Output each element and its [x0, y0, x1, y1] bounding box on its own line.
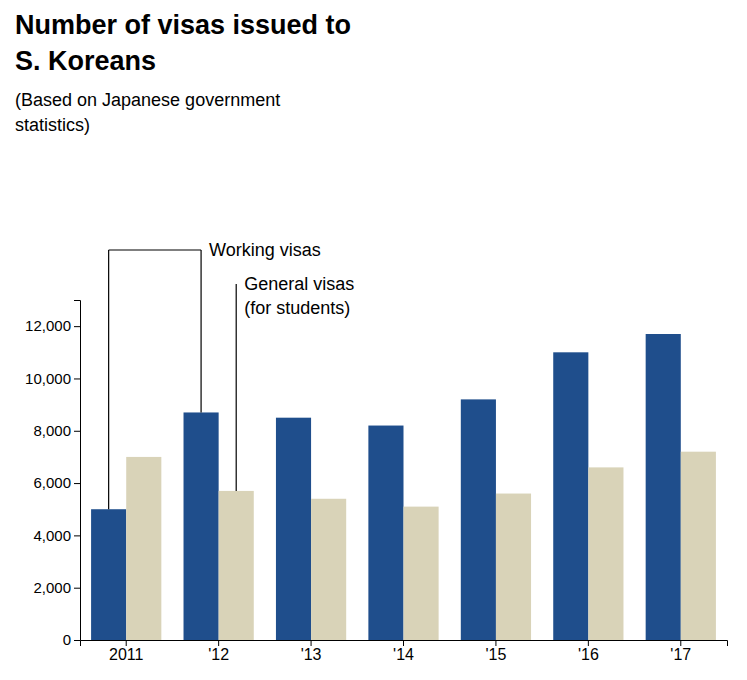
tick: 12,000: [25, 317, 80, 334]
bars: [91, 334, 716, 640]
bar-series: [126, 452, 716, 640]
plot: 2011 '12 '13 '14 '15 '16 '17 0 2,000 4,000 6,000 8,…: [25, 240, 727, 663]
bar: [91, 509, 126, 640]
tick-label: 6,000: [33, 474, 71, 491]
annotation-line: [109, 249, 201, 250]
tick: 4,000: [33, 527, 80, 544]
tick: '17: [670, 640, 691, 663]
bar: [219, 491, 254, 640]
bar: [646, 334, 681, 640]
title: Number of visas issued to: [15, 10, 351, 40]
tick-label: '15: [485, 646, 506, 663]
tick: 6,000: [33, 474, 80, 491]
tick-label: 2011: [109, 646, 144, 663]
tick-label: '12: [208, 646, 229, 663]
y-axis: 0 2,000 4,000 6,000 8,000 10,000 12,000: [25, 301, 80, 649]
tick: 0: [63, 631, 80, 648]
tick: 2,000: [33, 579, 80, 596]
tick-label: 12,000: [25, 317, 71, 334]
tick-mark: [588, 640, 589, 646]
annotation-line: [108, 250, 109, 509]
tick-mark: [74, 378, 80, 379]
axis-line: [74, 301, 81, 641]
tick-mark: [495, 640, 496, 646]
chart: Number of visas issued to S. Koreans (Base…: [0, 0, 747, 680]
subtitle: statistics): [15, 115, 90, 135]
bar: [588, 467, 623, 640]
annotation-label: Working visas: [209, 240, 321, 260]
tick-label: 10,000: [25, 370, 71, 387]
axis-line: [81, 641, 728, 647]
tick-mark: [74, 535, 80, 536]
subtitle: (Based on Japanese government: [15, 90, 280, 110]
tick-mark: [218, 640, 219, 646]
tick-mark: [74, 640, 80, 641]
bar: [681, 452, 716, 640]
bar: [311, 499, 346, 640]
annotation-label: General visas: [244, 274, 354, 294]
tick: '14: [393, 640, 414, 663]
x-axis: 2011 '12 '13 '14 '15 '16 '17: [81, 640, 728, 663]
title: S. Koreans: [15, 46, 156, 76]
tick-label: 2,000: [33, 579, 71, 596]
bar: [184, 412, 219, 640]
tick: '16: [578, 640, 599, 663]
tick: 2011: [109, 640, 144, 663]
bar: [368, 426, 403, 640]
bar: [461, 399, 496, 640]
tick-mark: [403, 640, 404, 646]
bar: [496, 494, 531, 640]
bar: [276, 418, 311, 640]
tick-mark: [74, 326, 80, 327]
annotation-line: [236, 284, 237, 491]
tick-label: 0: [63, 631, 71, 648]
annotations: Working visas General visas (for students): [109, 240, 355, 509]
bar: [553, 352, 588, 640]
tick-label: '13: [301, 646, 322, 663]
tick-label: 4,000: [33, 527, 71, 544]
tick-label: '17: [670, 646, 691, 663]
tick: 8,000: [33, 422, 80, 439]
tick-mark: [680, 640, 681, 646]
annotation: (for students): [244, 298, 350, 318]
tick-label: '16: [578, 646, 599, 663]
annotation-line: [200, 250, 201, 412]
bar: [126, 457, 161, 640]
tick-mark: [74, 483, 80, 484]
tick-mark: [311, 640, 312, 646]
tick: '12: [208, 640, 229, 663]
tick-mark: [126, 640, 127, 646]
bar-series: [91, 334, 681, 640]
bar: [404, 507, 439, 640]
tick: 10,000: [25, 370, 80, 387]
tick-mark: [74, 431, 80, 432]
tick-label: '14: [393, 646, 414, 663]
tick-label: 8,000: [33, 422, 71, 439]
tick: '13: [301, 640, 322, 663]
tick-mark: [74, 588, 80, 589]
tick: '15: [485, 640, 506, 663]
